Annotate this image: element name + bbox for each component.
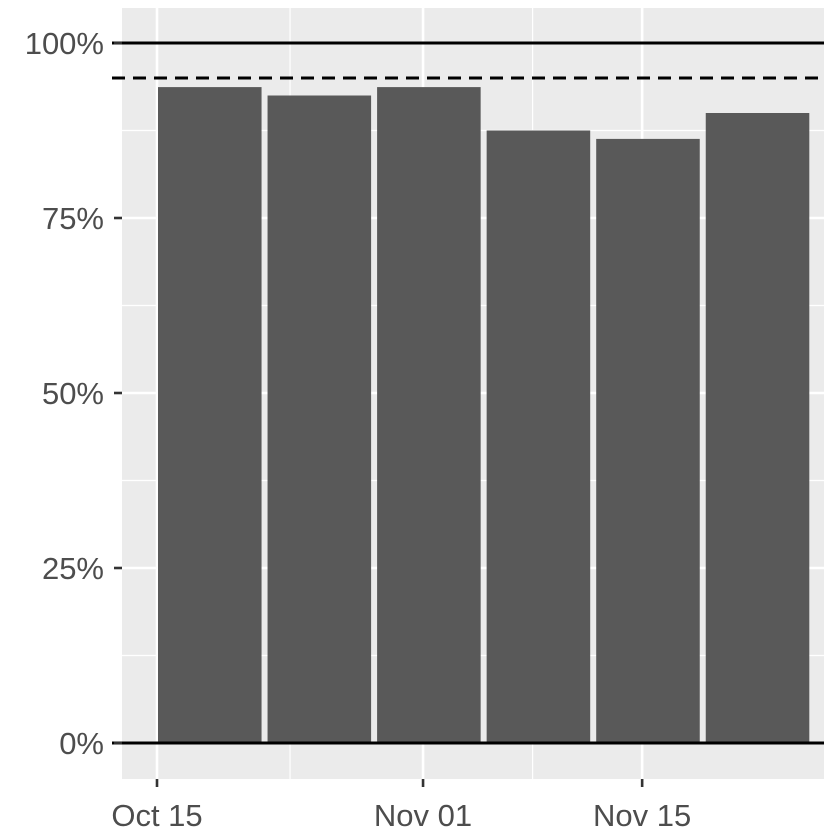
y-axis: 0% 25% 50% 75% 100% <box>25 26 122 761</box>
x-axis: Oct 15 Nov 01 Nov 15 <box>111 779 691 833</box>
y-tick-label: 100% <box>25 26 104 61</box>
x-tick-label: Nov 15 <box>593 798 691 833</box>
y-tick-label: 75% <box>42 201 104 236</box>
y-tick-label: 50% <box>42 376 104 411</box>
y-tick-label: 25% <box>42 551 104 586</box>
bar <box>486 130 591 743</box>
bar <box>705 113 810 743</box>
bar <box>267 95 372 743</box>
x-tick-label: Nov 01 <box>374 798 472 833</box>
bars <box>158 87 810 744</box>
bar <box>377 87 481 744</box>
x-tick-label: Oct 15 <box>111 798 202 833</box>
bar <box>158 87 262 744</box>
bar <box>596 138 700 743</box>
reference-lines <box>112 41 824 745</box>
y-tick-label: 0% <box>59 726 104 761</box>
